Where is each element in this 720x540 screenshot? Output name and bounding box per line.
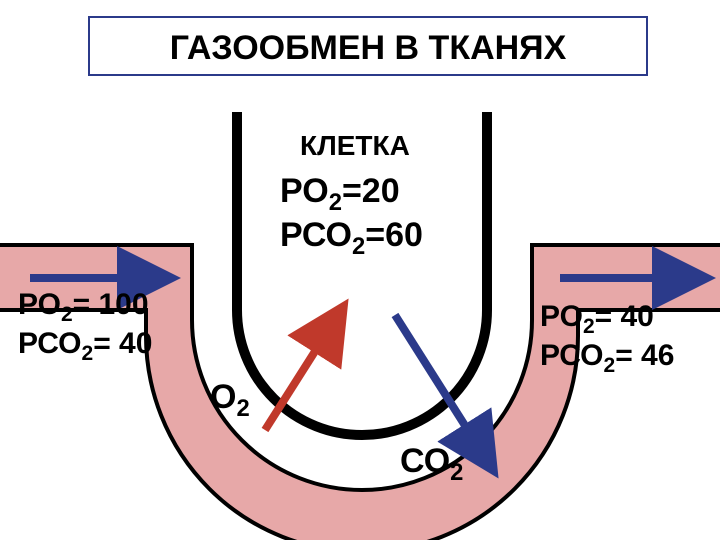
arterial-pco2: РСО2= 40 (18, 327, 152, 366)
cell-label: КЛЕТКА (300, 130, 410, 162)
venous-values: РО2= 40 РСО2= 46 (540, 300, 674, 378)
diagram-svg (0, 0, 720, 540)
venous-pco2: РСО2= 46 (540, 339, 674, 378)
cell-label-text: КЛЕТКА (300, 130, 410, 161)
co2-label: СО2 (400, 442, 463, 486)
o2-label: О2 (210, 378, 250, 422)
o2-arrow (265, 312, 340, 430)
arterial-po2: РО2= 100 (18, 288, 152, 327)
cell-po2: РО2=20 (280, 172, 423, 216)
cell-values: РО2=20 РСО2=60 (280, 172, 423, 260)
venous-po2: РО2= 40 (540, 300, 674, 339)
diagram-title: ГАЗООБМЕН В ТКАНЯХ (88, 16, 648, 76)
cell-pco2: РСО2=60 (280, 216, 423, 260)
title-text: ГАЗООБМЕН В ТКАНЯХ (170, 29, 567, 67)
arterial-values: РО2= 100 РСО2= 40 (18, 288, 152, 366)
diagram-stage: ГАЗООБМЕН В ТКАНЯХ КЛЕТКА РО2=20 РСО2=60… (0, 0, 720, 540)
